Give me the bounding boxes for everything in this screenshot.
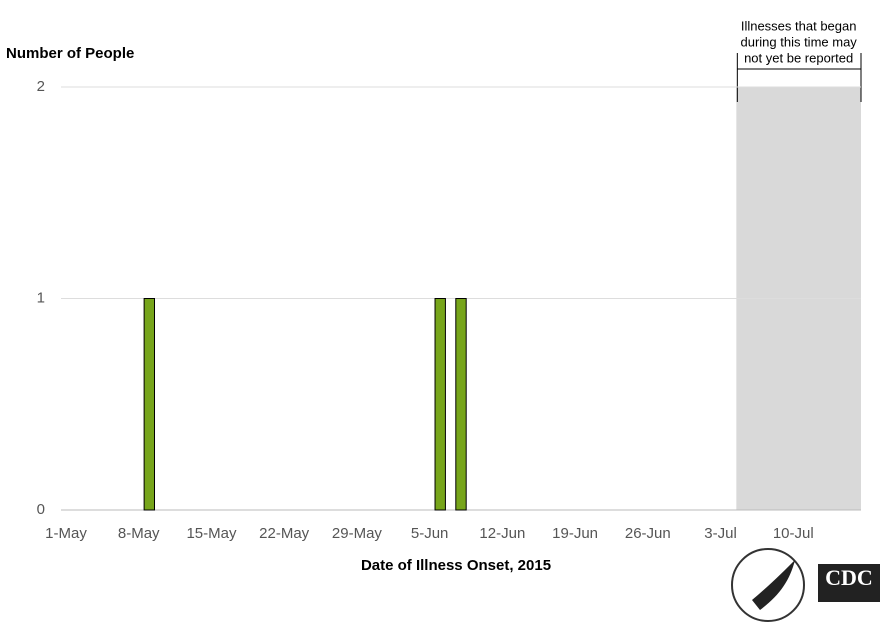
y-tick-label: 0 [37, 501, 45, 518]
x-tick-label: 1-May [45, 525, 87, 542]
annotation-bracket [736, 53, 862, 102]
x-tick-label: 10-Jul [773, 525, 814, 542]
hhs-eagle [752, 560, 795, 610]
bar [434, 298, 446, 511]
x-tick-label: 12-Jun [479, 525, 525, 542]
x-tick-label: 3-Jul [704, 525, 737, 542]
x-axis-label: Date of Illness Onset, 2015 [361, 557, 551, 574]
bar [455, 298, 467, 511]
annotation-text: not yet be reported [744, 50, 853, 65]
y-axis-label: Number of People [6, 45, 134, 62]
x-tick-label: 8-May [118, 525, 160, 542]
cdc-text: CDC [825, 565, 873, 590]
cdc-logo: CDC [818, 564, 880, 602]
hhs-logo [731, 548, 805, 622]
cdc-box [818, 564, 880, 602]
x-tick-label: 19-Jun [552, 525, 598, 542]
hhs-seal [731, 548, 805, 622]
x-tick-label: 22-May [259, 525, 310, 542]
annotation-text: during this time may [740, 34, 857, 49]
y-tick-label: 1 [37, 289, 45, 306]
x-tick-label: 26-Jun [625, 525, 671, 542]
annotation-text: Illnesses that began [741, 18, 857, 33]
y-tick-label: 2 [37, 78, 45, 95]
bar [143, 298, 156, 511]
x-tick-label: 15-May [186, 525, 237, 542]
x-tick-label: 5-Jun [411, 525, 449, 542]
x-tick-label: 29-May [332, 525, 383, 542]
